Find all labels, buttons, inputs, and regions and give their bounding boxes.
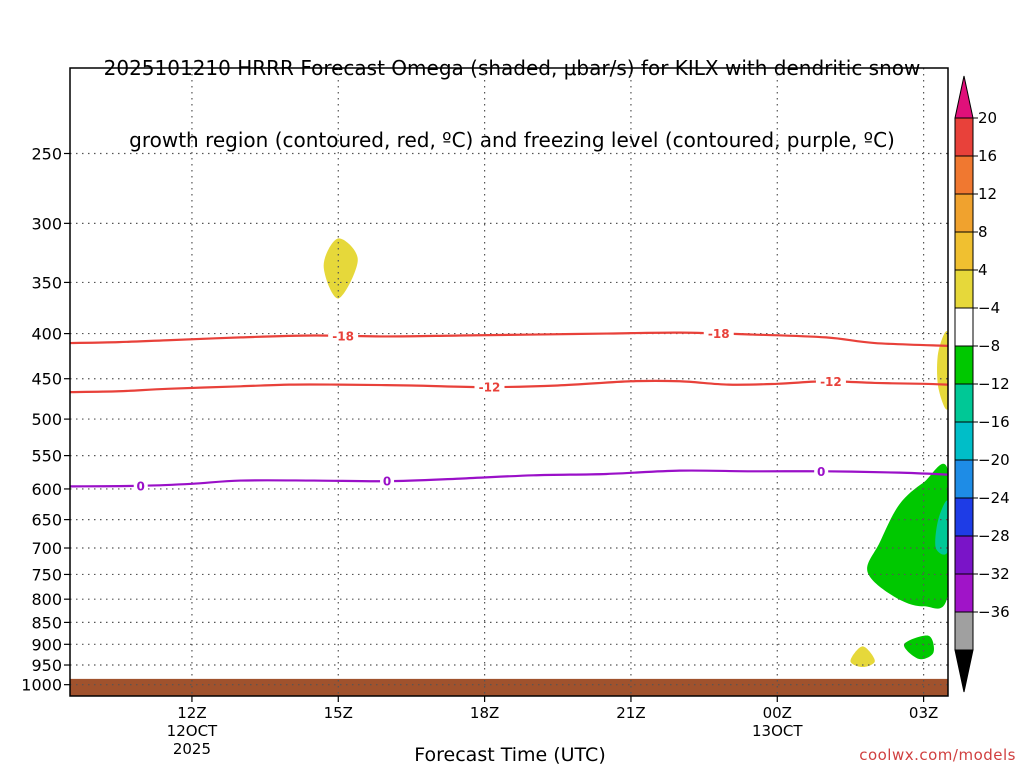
colorbar-label: −4 [978, 299, 1000, 317]
y-tick-label: 650 [31, 511, 62, 530]
colorbar-segment [954, 193, 974, 233]
omega-shaded-region [867, 463, 948, 609]
colorbar-segment [954, 459, 974, 499]
y-tick-label: 1000 [21, 676, 62, 695]
contour-label-bg [814, 464, 829, 479]
contour-label: -18 [332, 329, 354, 343]
colorbar-label: −24 [978, 489, 1010, 507]
colorbar-label: 4 [978, 261, 988, 279]
y-tick-label: 850 [31, 613, 62, 632]
x-tick-date: 12OCT [167, 722, 218, 740]
contour-label-bg [328, 328, 359, 343]
colorbar-segment [954, 155, 974, 195]
colorbar-label: −12 [978, 375, 1010, 393]
colorbar-segment [954, 421, 974, 461]
y-tick-label: 250 [31, 144, 62, 163]
contour-label: 0 [383, 475, 391, 489]
omega-shaded-region [850, 646, 875, 668]
contour-label: -12 [820, 375, 842, 389]
contour-label-bg [133, 478, 148, 493]
colorbar-label: 16 [978, 147, 997, 165]
colorbar-label: 20 [978, 109, 997, 127]
contour-label: -18 [708, 327, 730, 341]
colorbar-bottom-arrow [954, 649, 974, 693]
x-tick-label: 12Z [177, 704, 206, 722]
colorbar-segment [954, 117, 974, 157]
x-axis-label: Forecast Time (UTC) [414, 744, 606, 766]
colorbar-segment [954, 497, 974, 537]
colorbar-segment [954, 345, 974, 385]
omega-shaded-region [323, 238, 358, 299]
plot-area: -18 -18 -12 -12 0 0 0 250 300 350 400 450 500 550 600 6… [21, 67, 949, 758]
y-tick-label: 300 [31, 214, 62, 233]
colorbar-label: −8 [978, 337, 1000, 355]
x-tick-year: 2025 [173, 740, 211, 758]
title-line-2: growth region (contoured, red, ºC) and f… [129, 128, 895, 152]
omega-shaded-region [935, 500, 948, 555]
colorbar-segment [954, 611, 974, 651]
omega-shaded-region [903, 635, 934, 660]
contour-label-bg [474, 380, 505, 395]
y-tick-label: 750 [31, 565, 62, 584]
colorbar-label: −20 [978, 451, 1010, 469]
contour-label: -12 [479, 381, 501, 395]
contour-label: 0 [817, 465, 825, 479]
ground-below-surface [70, 678, 948, 696]
y-tick-label: 700 [31, 539, 62, 558]
plot-frame [69, 67, 949, 697]
x-tick-label: 15Z [324, 704, 353, 722]
x-tick-label: 00Z [763, 704, 792, 722]
plot-inner: -18 -18 -12 -12 0 0 0 [70, 68, 948, 696]
y-tick-label: 950 [31, 656, 62, 675]
colorbar-segment [954, 269, 974, 309]
temperature-contour [70, 331, 948, 347]
colorbar-segment [954, 383, 974, 423]
y-tick-label: 900 [31, 635, 62, 654]
colorbar-label: −16 [978, 413, 1010, 431]
contour-label-bg [815, 374, 846, 389]
colorbar-segment [954, 231, 974, 271]
y-tick-label: 550 [31, 447, 62, 466]
x-tick-date: 13OCT [752, 722, 803, 740]
omega-shaded-region [937, 331, 948, 410]
contour-label-bg [703, 326, 734, 341]
colorbar-label: −28 [978, 527, 1010, 545]
x-tick-label: 18Z [470, 704, 499, 722]
colorbar: 20 16 12 8 4 −4 −8 −12 −16 −20 −24 −28 −32 −36 [954, 75, 1010, 693]
x-tick-label: 21Z [616, 704, 645, 722]
y-tick-label: 450 [31, 370, 62, 389]
colorbar-segment [954, 307, 974, 347]
y-tick-label: 500 [31, 410, 62, 429]
contour-label: 0 [137, 479, 145, 493]
y-tick-label: 400 [31, 325, 62, 344]
colorbar-segment [954, 535, 974, 575]
y-tick-label: 600 [31, 480, 62, 499]
x-tick-label: 03Z [909, 704, 938, 722]
contour-label-bg [380, 474, 395, 489]
colorbar-segment [954, 573, 974, 613]
colorbar-top-arrow [954, 75, 974, 119]
colorbar-label: 12 [978, 185, 997, 203]
colorbar-label: −32 [978, 565, 1010, 583]
y-tick-label: 350 [31, 273, 62, 292]
colorbar-label: 8 [978, 223, 988, 241]
colorbar-label: −36 [978, 603, 1010, 621]
source-credit: coolwx.com/models [859, 746, 1016, 764]
y-tick-label: 800 [31, 590, 62, 609]
